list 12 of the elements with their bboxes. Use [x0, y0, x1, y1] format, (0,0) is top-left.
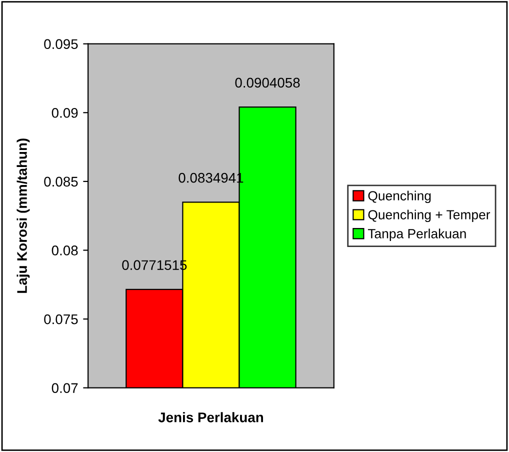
y-tick-label: 0.095 [44, 39, 78, 50]
y-tick-label: 0.085 [44, 176, 78, 187]
y-tick-label: 0.07 [52, 383, 78, 393]
data-label: 0.0904058 [235, 78, 300, 88]
y-tick-label: 0.09 [52, 108, 78, 118]
x-axis-title: Jenis Perlakuan [158, 412, 264, 422]
y-tick-label: 0.08 [52, 246, 78, 256]
legend-label: Quenching + Temper [368, 210, 490, 222]
legend-label: Tanpa Perlakuan [368, 228, 466, 241]
y-tick-label: 0.075 [44, 314, 78, 324]
legend-label: Quenching [368, 190, 431, 204]
y-axis-title: Laju Korosi (mm/tahun) [16, 138, 30, 293]
